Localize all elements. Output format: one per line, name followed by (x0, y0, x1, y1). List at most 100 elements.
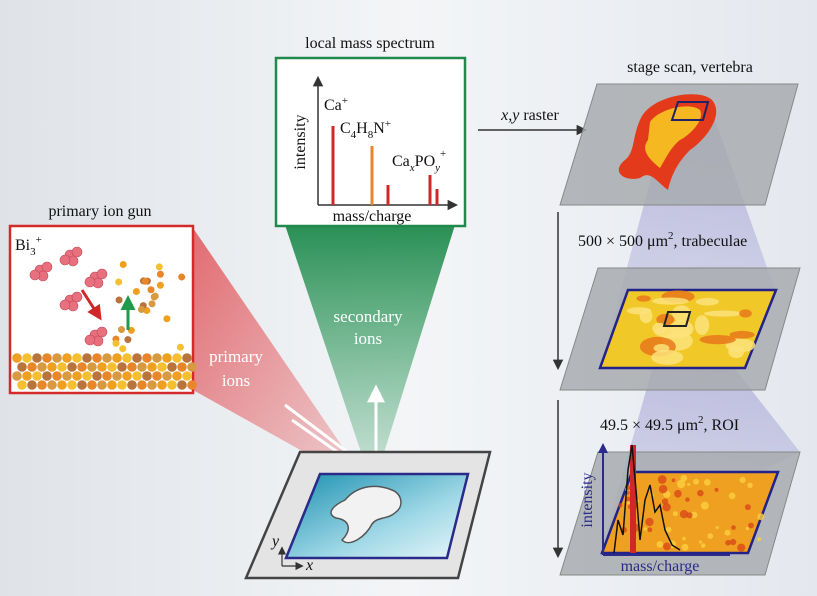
roi-speckle (682, 544, 689, 551)
surface-atom (17, 362, 27, 372)
bi-cluster (85, 277, 95, 287)
roi-speckle (672, 478, 676, 482)
roi-speckle (648, 527, 653, 532)
surface-atom (172, 353, 182, 363)
surface-atom (102, 371, 112, 381)
trabecula (696, 298, 719, 306)
surface-atom (67, 362, 77, 372)
secondary-particle (157, 282, 164, 289)
surface-atom (12, 353, 22, 363)
secondary-particle (115, 278, 122, 285)
surface-atom (77, 380, 87, 390)
secondary-particle (118, 326, 125, 333)
surface-atom (47, 362, 57, 372)
trabecula (739, 309, 752, 317)
roi-speckle (627, 501, 630, 504)
roi-speckle (699, 540, 702, 543)
surface-atom (27, 380, 37, 390)
surface-atom (87, 362, 97, 372)
bi-cluster (97, 269, 107, 279)
roi-speckle (729, 493, 736, 500)
surface-atom (77, 362, 87, 372)
surface-atom (62, 353, 72, 363)
roi-speckle (746, 527, 749, 530)
trabecula (728, 345, 744, 358)
surface-atom (142, 353, 152, 363)
surface-atom (12, 371, 22, 381)
surface-atom (147, 380, 157, 390)
surface-atom (52, 371, 62, 381)
surface-atom (112, 353, 122, 363)
axis-label: x (305, 557, 313, 574)
surface-atom (22, 353, 32, 363)
spectrum-title: local mass spectrum (305, 35, 435, 52)
bi-cluster (72, 292, 82, 302)
surface-atom (37, 380, 47, 390)
roi-speckle (730, 539, 736, 545)
secondary-particle (120, 261, 127, 268)
axis-label: intensity (292, 114, 309, 169)
roi-speckle (714, 488, 718, 492)
surface-atom (107, 380, 117, 390)
roi-speckle (757, 537, 761, 541)
surface-atom (162, 371, 172, 381)
surface-atom (157, 380, 167, 390)
roi-speckle (685, 497, 689, 501)
roi-speckle (657, 541, 664, 548)
roi-speckle (618, 503, 622, 507)
surface-atom (87, 380, 97, 390)
surface-atom (52, 353, 62, 363)
trabecula (640, 309, 653, 323)
surface-atom (47, 380, 57, 390)
diagram: secondary ions primary ions primary ion … (0, 0, 817, 596)
surface-atom (127, 362, 137, 372)
bi-cluster (97, 327, 107, 337)
roi-speckle (757, 513, 764, 520)
surface-atom (82, 371, 92, 381)
roi-speckle (680, 475, 687, 482)
surface-atom (117, 362, 127, 372)
bi-cluster (42, 262, 52, 272)
surface-atom (37, 362, 47, 372)
secondary-particle (156, 263, 163, 270)
surface-atom (162, 353, 172, 363)
secondary-particle (148, 286, 155, 293)
trabecula (695, 315, 710, 335)
bi-cluster (85, 335, 95, 345)
surface-atom (182, 353, 192, 363)
surface-atom (137, 362, 147, 372)
bi-cluster (60, 255, 70, 265)
surface-atom (112, 371, 122, 381)
raster-label: x,y raster (500, 107, 559, 124)
surface-atom (117, 380, 127, 390)
surface-atom (62, 371, 72, 381)
surface-atom (82, 353, 92, 363)
roi-speckle (701, 543, 706, 548)
roi-speckle (737, 544, 745, 552)
surface-atom (32, 353, 42, 363)
roi-speckle (745, 504, 751, 510)
bi-cluster (72, 247, 82, 257)
surface-atom (17, 380, 27, 390)
surface-atom (142, 371, 152, 381)
secondary-particle (116, 296, 123, 303)
surface-atom (107, 362, 117, 372)
roi-speckle (674, 490, 682, 498)
surface-atom (152, 353, 162, 363)
roi-speckle (704, 479, 711, 486)
axis-label: mass/charge (621, 558, 700, 575)
roi-speckle (680, 510, 688, 518)
trabecula (636, 295, 650, 301)
surface-atom (72, 353, 82, 363)
trabecula (651, 350, 683, 365)
secondary-particle (138, 306, 145, 313)
axis-label: y (270, 533, 280, 550)
roi-speckle (731, 525, 736, 530)
secondary-particle (124, 336, 131, 343)
surface-atom (122, 371, 132, 381)
surface-atom (167, 380, 177, 390)
beam-label: ions (222, 371, 250, 390)
surface-atom (22, 371, 32, 381)
surface-atom (92, 371, 102, 381)
surface-atom (157, 362, 167, 372)
